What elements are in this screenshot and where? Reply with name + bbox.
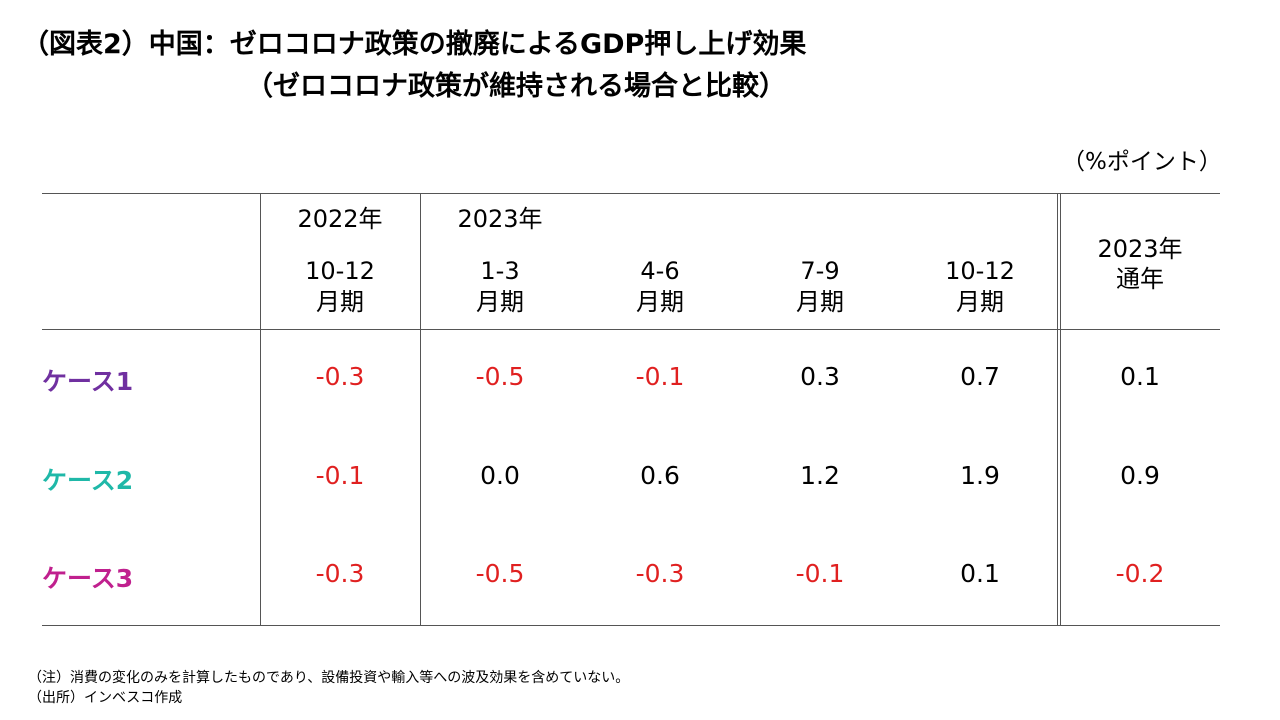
table-cell: 0.1	[960, 559, 1000, 588]
header-period: 1-3	[480, 257, 520, 285]
row-label: ケース1	[42, 367, 134, 396]
table-cell: 0.0	[480, 461, 520, 490]
header-period: 7-9	[800, 257, 840, 285]
page-title: （図表2）中国：ゼロコロナ政策の撤廃によるGDP押し上げ効果	[22, 29, 807, 60]
table-cell: 0.3	[800, 362, 840, 391]
table-cell: 0.6	[640, 461, 680, 490]
header-bottom-border	[42, 329, 1220, 330]
table-cell: 0.7	[960, 362, 1000, 391]
header-suffix: 月期	[956, 288, 1004, 316]
row-label: ケース2	[42, 466, 134, 495]
table-cell: -0.1	[795, 559, 845, 588]
table-cell: -0.3	[315, 559, 365, 588]
header-suffix: 月期	[476, 288, 524, 316]
header-period: 10-12	[945, 257, 1015, 285]
table-bottom-border	[42, 625, 1220, 626]
table-cell: -0.2	[1115, 559, 1165, 588]
annual-divider-left	[1057, 193, 1058, 626]
table-cell: -0.5	[475, 362, 525, 391]
unit-label: （%ポイント）	[1062, 149, 1222, 175]
header-suffix: 月期	[636, 288, 684, 316]
source-line: （出所）インベスコ作成	[28, 690, 183, 706]
table-cell: 1.2	[800, 461, 840, 490]
table-cell: -0.3	[635, 559, 685, 588]
header-annual-period: 通年	[1116, 265, 1164, 293]
page-subtitle: （ゼロコロナ政策が維持される場合と比較）	[246, 71, 786, 102]
table-top-border	[42, 193, 1220, 194]
row-label: ケース3	[42, 564, 134, 593]
footnotes: （注）消費の変化のみを計算したものであり、設備投資や輸入等への波及効果を含めてい…	[28, 668, 629, 708]
header-period: 10-12	[305, 257, 375, 285]
header-suffix: 月期	[796, 288, 844, 316]
table-cell: -0.5	[475, 559, 525, 588]
table-cell: 1.9	[960, 461, 1000, 490]
table-cell: -0.3	[315, 362, 365, 391]
table-cell: 0.9	[1120, 461, 1160, 490]
table-cell: -0.1	[315, 461, 365, 490]
note-line: （注）消費の変化のみを計算したものであり、設備投資や輸入等への波及効果を含めてい…	[28, 670, 630, 686]
column-divider	[420, 193, 421, 626]
table-cell: 0.1	[1120, 362, 1160, 391]
table-cell: -0.1	[635, 362, 685, 391]
column-divider	[260, 193, 261, 626]
header-period: 4-6	[640, 257, 680, 285]
annual-divider-right	[1060, 193, 1061, 626]
header-suffix: 月期	[316, 288, 364, 316]
header-year: 2022年	[297, 205, 383, 233]
header-year: 2023年	[457, 205, 543, 233]
header-annual-year: 2023年	[1097, 235, 1183, 263]
